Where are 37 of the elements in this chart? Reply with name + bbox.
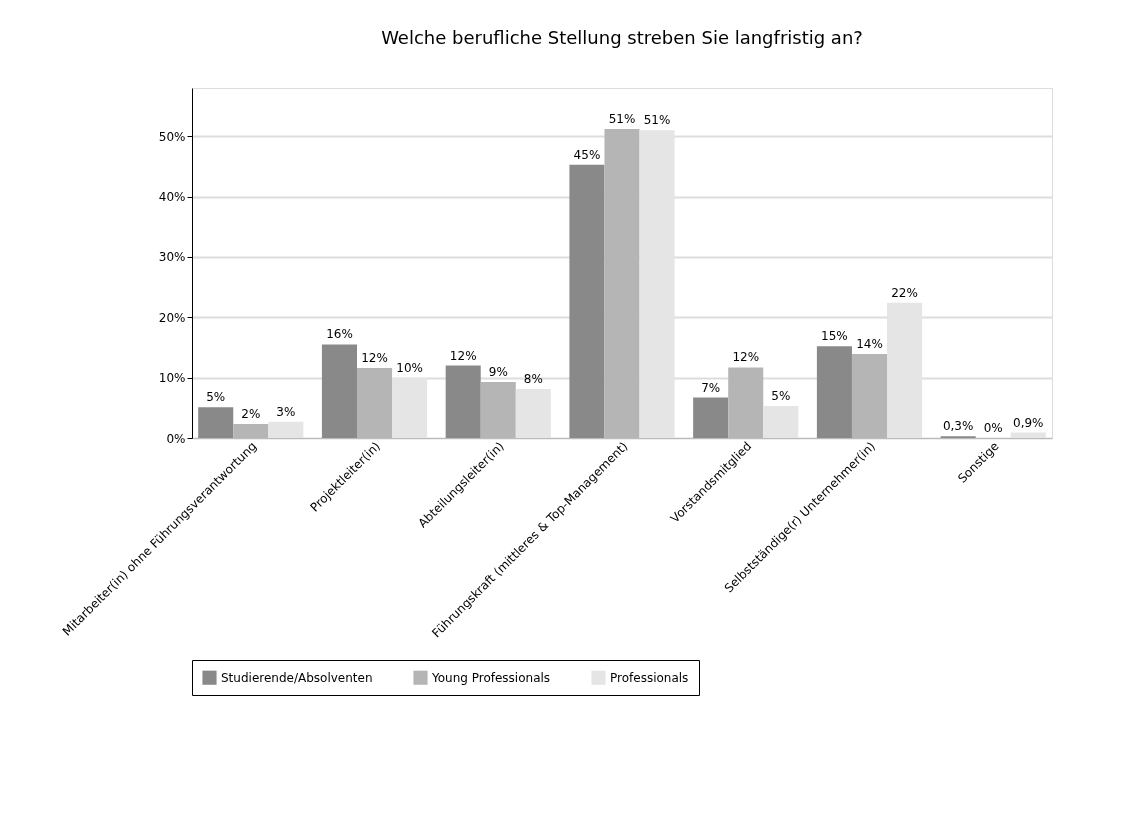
data-label: 7% <box>701 380 721 395</box>
data-label: 51% <box>643 113 671 128</box>
y-tick-label: 40% <box>158 190 186 205</box>
bar <box>321 344 357 438</box>
legend-label: Studierende/Absolventen <box>221 670 373 685</box>
data-label: 8% <box>523 372 543 387</box>
data-label: 0,9% <box>1013 415 1044 430</box>
bar <box>693 397 729 438</box>
data-label: 5% <box>206 390 226 405</box>
data-label: 15% <box>821 329 848 344</box>
y-tick-label: 10% <box>158 371 186 386</box>
data-label: 14% <box>856 337 883 352</box>
bar <box>445 365 481 438</box>
data-label: 22% <box>891 285 918 300</box>
data-label: 51% <box>608 112 636 127</box>
data-label: 45% <box>573 147 601 162</box>
data-label: 0% <box>983 421 1003 435</box>
y-tick-label: 0% <box>166 431 186 446</box>
data-label: 5% <box>771 389 791 404</box>
data-label: 16% <box>326 327 353 342</box>
y-tick-label: 50% <box>158 129 186 144</box>
data-label: 10% <box>396 360 423 375</box>
data-label: 3% <box>276 404 296 419</box>
data-label: 12% <box>449 348 477 363</box>
chart-title: Welche berufliche Stellung streben Sie langfristig an? <box>381 27 863 48</box>
y-tick-label: 30% <box>158 250 186 265</box>
legend-label: Young Professionals <box>431 670 551 685</box>
data-label: 9% <box>488 364 508 379</box>
legend-label: Professionals <box>610 670 689 685</box>
data-label: 0,3% <box>942 419 974 434</box>
y-tick-label: 20% <box>158 310 186 325</box>
bar <box>198 407 234 438</box>
data-label: 2% <box>241 407 261 422</box>
bar <box>816 346 852 438</box>
data-label: 12% <box>361 351 388 365</box>
bar <box>569 164 605 438</box>
data-label: 12% <box>732 350 760 365</box>
